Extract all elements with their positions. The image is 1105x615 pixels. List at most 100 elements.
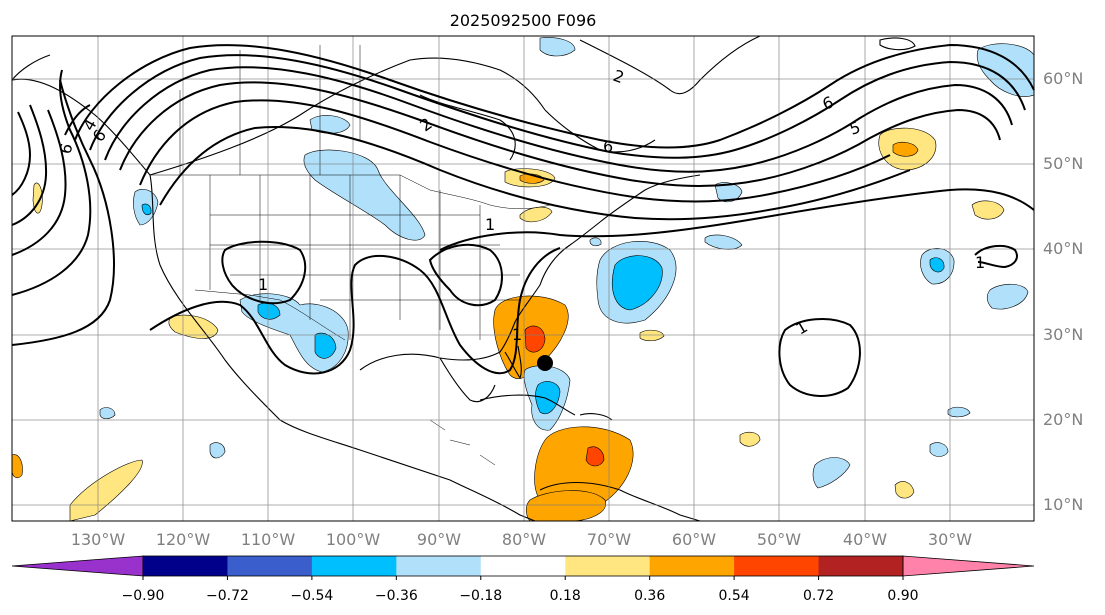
warm-region-baja: [168, 314, 219, 339]
central-america-borders: [429, 419, 496, 466]
cool-core-pnw: [141, 203, 152, 216]
contour-west-trough-4: [11, 104, 48, 226]
colorbar-tick-label: 0.18: [550, 588, 581, 604]
colorbar-band: [480, 556, 566, 576]
colorbar-band: [143, 556, 228, 576]
contour-jet-7: [439, 188, 1035, 251]
warm-region-south: [525, 490, 607, 522]
contour-label: 6: [603, 137, 613, 156]
coastline-greenland: [579, 35, 761, 95]
contour-label: 6: [56, 141, 77, 156]
coastlines: [11, 35, 916, 522]
cool-region-40w: [929, 442, 949, 457]
contour-west-trough-5: [11, 111, 32, 196]
cool-region-25w: [947, 406, 971, 418]
cool-region-60w: [704, 234, 743, 250]
colorbar-tick-label: 0.72: [803, 588, 834, 604]
coastline-north-america: [11, 78, 536, 522]
contour-jet-6: [159, 125, 911, 221]
contour-pac-left: [64, 104, 91, 136]
colorbar-tick-label: 0.36: [634, 588, 665, 604]
warm-region-35w: [894, 481, 915, 499]
lat-label: 10°N: [1043, 495, 1083, 514]
coastline-ne: [599, 174, 701, 223]
lat-label: 20°N: [1043, 410, 1083, 429]
colorbar: −0.90 −0.72 −0.54 −0.36 −0.18 0.18 0.36 0.54 0.7…: [11, 555, 1035, 604]
gridlines: [12, 36, 1034, 521]
warm-core-atlantic: [892, 141, 919, 157]
contour-jet-1: [74, 43, 1035, 149]
province-lines: [179, 45, 361, 175]
colorbar-tick-label: 0.90: [887, 588, 918, 604]
lat-label: 60°N: [1043, 69, 1083, 88]
map-panel: [12, 36, 1034, 521]
coastline-gulf: [359, 221, 601, 371]
lon-label: 80°W: [502, 530, 546, 549]
contour-label: 1: [975, 253, 985, 272]
colorbar-extend-high: [902, 555, 1035, 577]
warm-region-ne: [519, 206, 553, 223]
contour-east-small: [974, 244, 1018, 269]
cool-region-130w: [99, 407, 116, 420]
contour-label: 1: [485, 215, 495, 234]
storm-position-marker: [537, 355, 553, 371]
colorbar-tick-label: −0.36: [375, 588, 418, 604]
coastline-yucatan: [439, 357, 496, 403]
map-border: [11, 35, 1035, 522]
colorbar-band: [227, 556, 313, 576]
contour-wave-3: [428, 243, 503, 307]
contour-west-trough-2: [11, 69, 92, 296]
contour-label: 1: [258, 275, 268, 294]
colorbar-tick-label: −0.18: [459, 588, 502, 604]
colorbar-band: [396, 556, 482, 576]
lat-label: 40°N: [1043, 239, 1083, 258]
cool-region-plains: [303, 149, 426, 241]
political-borders: [150, 45, 551, 466]
state-lines: [209, 175, 520, 340]
cool-region-28w: [986, 283, 1029, 310]
cool-region-72w: [589, 237, 602, 247]
border-us-mexico: [194, 289, 346, 341]
warm-region-45w: [739, 431, 761, 447]
colorbar-band: [565, 556, 651, 576]
longitude-labels: 130°W 120°W 110°W 100°W 90°W 80°W 70°W 6…: [71, 530, 972, 549]
contour-west-trough-1: [11, 79, 115, 346]
colorbar-tick-label: −0.72: [206, 588, 249, 604]
contour-jet-4: [119, 81, 1001, 187]
lon-label: 120°W: [156, 530, 211, 549]
coastline-florida: [504, 345, 522, 380]
cool-region-greenland: [539, 37, 576, 57]
lat-label: 30°N: [1043, 325, 1083, 344]
colorbar-band: [734, 556, 820, 576]
contour-jet-5: [139, 99, 891, 203]
warm-region-60w: [639, 329, 665, 342]
coastline-canada: [149, 57, 546, 176]
contour-wave-2: [419, 247, 561, 375]
lat-label: 50°N: [1043, 154, 1083, 173]
colorbar-extend-low: [11, 555, 144, 577]
coastline-iceland: [879, 37, 916, 51]
lon-label: 130°W: [71, 530, 126, 549]
contour-cutoff: [778, 318, 861, 397]
colorbar-band: [649, 556, 735, 576]
latitude-labels: 10°N 20°N 30°N 40°N 50°N 60°N: [1043, 69, 1083, 514]
lon-label: 50°W: [757, 530, 801, 549]
cool-core-cuba: [535, 381, 561, 414]
coastline-hudson: [419, 94, 516, 161]
cool-region-115w: [209, 442, 226, 459]
colorbar-frame: [142, 555, 904, 577]
cool-core-35w: [929, 257, 945, 273]
colorbar-tick-label: −0.90: [122, 588, 165, 604]
cool-region-45w: [812, 457, 851, 489]
coastline-south-america: [539, 481, 701, 522]
contour-west-trough-3: [11, 109, 67, 256]
warm-region-30w: [971, 200, 1005, 220]
contour-jet-2: [89, 54, 1026, 159]
coastline-cuba: [479, 394, 576, 416]
lon-label: 40°W: [843, 530, 887, 549]
coastline-hispaniola: [579, 413, 613, 421]
border-us-canada: [150, 174, 551, 209]
colorbar-band: [311, 556, 397, 576]
lon-label: 100°W: [326, 530, 381, 549]
